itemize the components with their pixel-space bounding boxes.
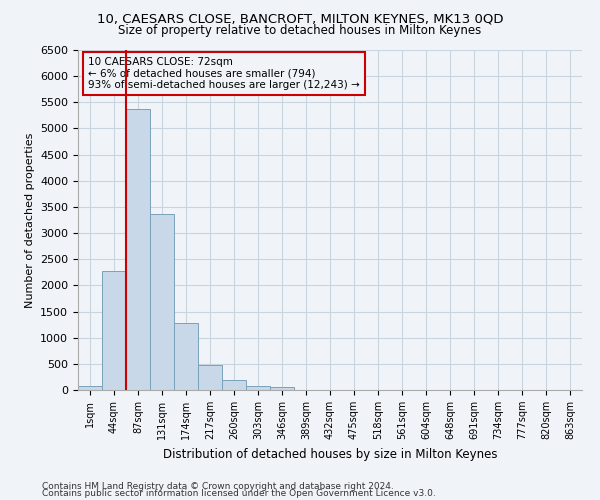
Bar <box>126 108 150 390</box>
Bar <box>150 214 174 390</box>
Y-axis label: Number of detached properties: Number of detached properties <box>25 132 35 308</box>
Bar <box>222 380 246 390</box>
Text: Size of property relative to detached houses in Milton Keynes: Size of property relative to detached ho… <box>118 24 482 37</box>
Bar <box>102 270 126 390</box>
X-axis label: Distribution of detached houses by size in Milton Keynes: Distribution of detached houses by size … <box>163 448 497 460</box>
Text: 10 CAESARS CLOSE: 72sqm
← 6% of detached houses are smaller (794)
93% of semi-de: 10 CAESARS CLOSE: 72sqm ← 6% of detached… <box>88 57 360 90</box>
Bar <box>246 386 270 390</box>
Bar <box>78 386 102 390</box>
Bar <box>198 365 222 390</box>
Text: Contains public sector information licensed under the Open Government Licence v3: Contains public sector information licen… <box>42 489 436 498</box>
Bar <box>270 387 294 390</box>
Text: 10, CAESARS CLOSE, BANCROFT, MILTON KEYNES, MK13 0QD: 10, CAESARS CLOSE, BANCROFT, MILTON KEYN… <box>97 12 503 26</box>
Text: Contains HM Land Registry data © Crown copyright and database right 2024.: Contains HM Land Registry data © Crown c… <box>42 482 394 491</box>
Bar <box>174 322 198 390</box>
